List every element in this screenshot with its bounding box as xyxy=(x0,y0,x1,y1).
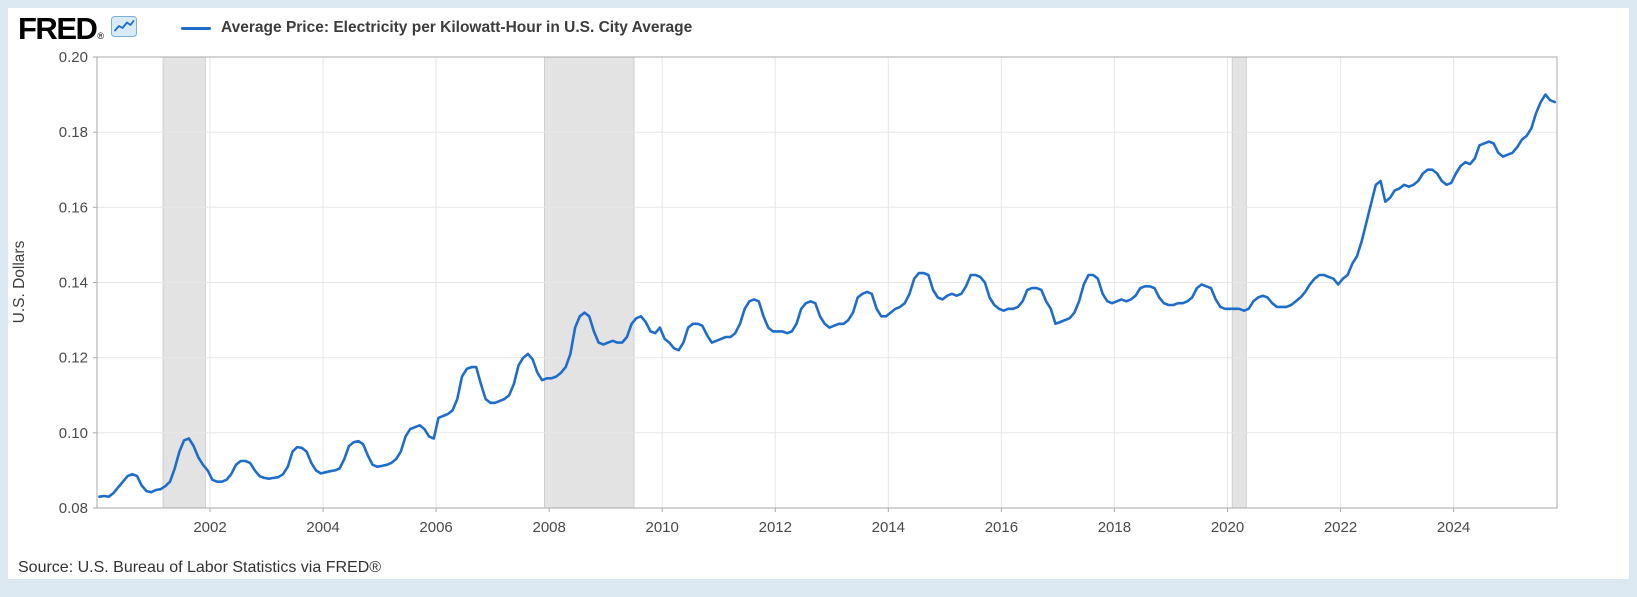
x-tick-label: 2012 xyxy=(759,519,792,536)
chart-svg: 0.08 0.10 0.12 0.14 0.16 0.18 0.20 2002 2004 2006… xyxy=(59,49,1558,536)
x-tick-label: 2008 xyxy=(533,519,566,536)
y-tick-label: 0.18 xyxy=(59,124,88,141)
legend-series-label: Average Price: Electricity per Kilowatt-… xyxy=(221,19,693,36)
fred-logo[interactable]: FRED ® xyxy=(18,10,138,46)
y-tick-label: 0.08 xyxy=(59,500,88,517)
chart-panel: FRED ® Average Price: Electricity per Ki… xyxy=(8,8,1629,579)
registered-trademark: ® xyxy=(97,30,105,41)
x-tick-label: 2002 xyxy=(193,519,226,536)
y-tick-label: 0.14 xyxy=(59,275,88,292)
legend-line-swatch xyxy=(181,26,212,30)
y-tick-label: 0.20 xyxy=(59,49,88,66)
source-note: Source: U.S. Bureau of Labor Statistics … xyxy=(18,559,382,576)
y-tick-label: 0.10 xyxy=(59,425,88,442)
y-tick-label: 0.16 xyxy=(59,199,88,216)
x-tick-label: 2010 xyxy=(646,519,679,536)
series-legend: Average Price: Electricity per Kilowatt-… xyxy=(181,19,692,37)
fred-sparkline-icon xyxy=(111,15,138,42)
fred-logo-text: FRED xyxy=(18,10,98,46)
x-tick-label: 2004 xyxy=(306,519,339,536)
chart-header: FRED ® Average Price: Electricity per Ki… xyxy=(8,8,1629,48)
x-tick-label: 2014 xyxy=(872,519,905,536)
x-tick-label: 2020 xyxy=(1211,519,1244,536)
x-tick-label: 2022 xyxy=(1324,519,1357,536)
price-line xyxy=(98,93,1557,499)
x-tick-label: 2006 xyxy=(419,519,452,536)
x-tick-label: 2024 xyxy=(1437,519,1470,536)
x-tick-label: 2018 xyxy=(1098,519,1131,536)
y-tick-label: 0.12 xyxy=(59,350,88,367)
x-tick-label: 2016 xyxy=(985,519,1018,536)
